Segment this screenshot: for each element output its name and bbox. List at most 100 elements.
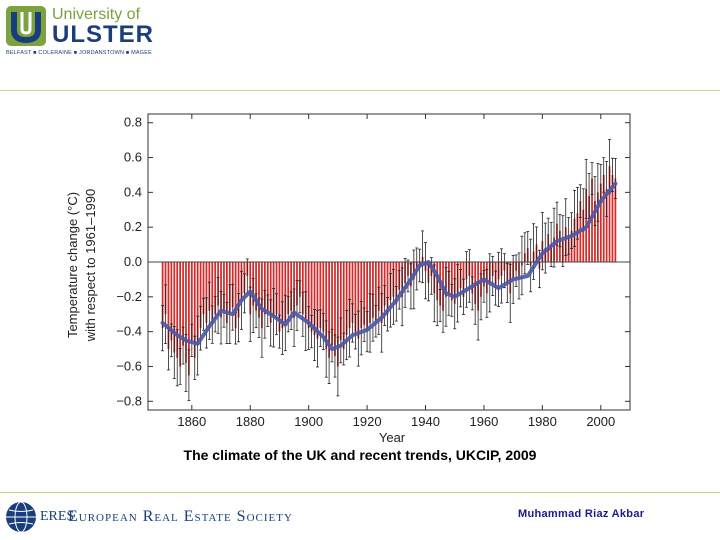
anomaly-bar bbox=[258, 262, 260, 318]
y-tick-label: −0.2 bbox=[116, 289, 142, 304]
anomaly-bar bbox=[193, 262, 196, 358]
anomaly-bar bbox=[369, 262, 371, 323]
anomaly-bar bbox=[608, 166, 611, 262]
x-tick-label: 1940 bbox=[411, 414, 440, 429]
y-tick-label: 0.0 bbox=[124, 254, 142, 269]
x-tick-label: 1960 bbox=[469, 414, 498, 429]
anomaly-bar bbox=[261, 262, 263, 329]
anomaly-bar bbox=[380, 262, 383, 323]
x-tick-label: 2000 bbox=[586, 414, 615, 429]
y-tick-label: −0.4 bbox=[116, 324, 142, 339]
anomaly-bar bbox=[223, 262, 225, 311]
anomaly-bar bbox=[342, 262, 345, 350]
y-tick-label: 0.8 bbox=[124, 115, 142, 130]
anomaly-bar bbox=[173, 262, 176, 353]
anomaly-bar bbox=[450, 262, 453, 301]
anomaly-bar bbox=[322, 262, 325, 332]
anomaly-bar bbox=[377, 262, 380, 311]
university-logo: University of ULSTER BELFAST ■ COLERAINE… bbox=[4, 4, 154, 60]
y-axis-label-line1: Temperature change (°C) bbox=[65, 192, 80, 338]
logo-line1: University of bbox=[52, 6, 141, 23]
anomaly-bar bbox=[339, 262, 342, 341]
anomaly-bar bbox=[345, 262, 348, 336]
anomaly-bar bbox=[299, 262, 301, 297]
anomaly-bar bbox=[188, 262, 190, 376]
anomaly-bar bbox=[366, 262, 368, 332]
anomaly-bar bbox=[351, 262, 354, 323]
anomaly-bar bbox=[190, 262, 193, 341]
y-tick-label: −0.6 bbox=[116, 358, 142, 373]
anomaly-bar bbox=[176, 262, 179, 358]
anomaly-bar bbox=[287, 262, 290, 315]
anomaly-bar bbox=[281, 262, 284, 329]
x-tick-label: 1900 bbox=[294, 414, 323, 429]
y-tick-label: 0.6 bbox=[124, 150, 142, 165]
logo-campuses: BELFAST ■ COLERAINE ■ JORDANSTOWN ■ MAGE… bbox=[6, 50, 153, 56]
anomaly-bar bbox=[266, 262, 269, 311]
anomaly-bar bbox=[386, 262, 389, 315]
anomaly-bar bbox=[220, 262, 222, 318]
anomaly-bar bbox=[372, 262, 374, 318]
anomaly-bar bbox=[313, 262, 316, 336]
smoothed-trend-line bbox=[160, 181, 618, 352]
anomaly-bar bbox=[596, 192, 599, 262]
x-tick-label: 1980 bbox=[528, 414, 557, 429]
anomaly-bar bbox=[284, 262, 287, 323]
anomaly-bar bbox=[199, 262, 202, 329]
anomaly-bar bbox=[334, 262, 336, 357]
anomaly-bar bbox=[237, 262, 240, 318]
anomaly-bar bbox=[348, 262, 351, 329]
anomaly-bar bbox=[602, 174, 605, 262]
anomaly-bar bbox=[301, 262, 304, 315]
footer-divider bbox=[0, 492, 720, 493]
anomaly-bar bbox=[278, 262, 281, 332]
anomaly-bar bbox=[316, 262, 319, 339]
anomaly-bar bbox=[605, 188, 608, 262]
x-tick-label: 1920 bbox=[353, 414, 382, 429]
anomaly-bar bbox=[225, 262, 228, 323]
logo-line2: ULSTER bbox=[52, 21, 154, 48]
university-crest-icon bbox=[6, 6, 46, 46]
anomaly-bar bbox=[383, 262, 386, 306]
anomaly-bar bbox=[357, 262, 360, 339]
plot-area: −0.8 −0.6 −0.4 −0.2 0.0 0.2 0.4 0.6 0.8 1860 1880 1… bbox=[116, 113, 631, 429]
anomaly-bar bbox=[582, 209, 585, 262]
anomaly-bar bbox=[179, 262, 182, 367]
anomaly-bar bbox=[395, 262, 398, 304]
anomaly-bar bbox=[205, 262, 208, 323]
anomaly-bar bbox=[290, 262, 293, 311]
anomaly-bar bbox=[594, 201, 596, 262]
anomaly-bar bbox=[360, 262, 363, 329]
anomaly-bar bbox=[310, 262, 313, 332]
anomaly-bar bbox=[325, 262, 328, 350]
anomaly-bar bbox=[170, 262, 173, 341]
y-tick-label: −0.8 bbox=[116, 393, 142, 408]
anomaly-bar bbox=[614, 178, 617, 262]
anomaly-bar bbox=[161, 262, 164, 329]
x-tick-label: 1880 bbox=[236, 414, 265, 429]
anomaly-bar bbox=[167, 262, 170, 350]
anomaly-bar bbox=[211, 262, 214, 325]
anomaly-bar bbox=[182, 262, 184, 346]
anomaly-bar bbox=[331, 262, 333, 346]
anomaly-bar bbox=[234, 262, 237, 329]
anomaly-bar bbox=[319, 262, 322, 329]
x-axis-label: Year bbox=[379, 430, 406, 445]
anomaly-bar bbox=[214, 262, 217, 315]
anomaly-bar bbox=[337, 262, 339, 367]
anomaly-bar bbox=[263, 262, 266, 315]
eres-wordmark: ERES bbox=[40, 509, 75, 524]
chart-caption: The climate of the UK and recent trends,… bbox=[183, 447, 537, 463]
anomaly-bar bbox=[196, 262, 199, 346]
anomaly-bar bbox=[354, 262, 357, 332]
anomaly-bar bbox=[185, 262, 187, 363]
anomaly-bar bbox=[275, 262, 278, 315]
y-tick-label: 0.2 bbox=[124, 219, 142, 234]
anomaly-bar bbox=[374, 262, 377, 322]
anomaly-bar bbox=[269, 262, 272, 323]
anomaly-bar bbox=[255, 262, 257, 311]
author-name: Muhammad Riaz Akbar bbox=[518, 508, 645, 520]
eres-globe-icon bbox=[6, 501, 36, 533]
anomaly-bar bbox=[307, 262, 310, 329]
anomaly-bar bbox=[202, 262, 205, 315]
